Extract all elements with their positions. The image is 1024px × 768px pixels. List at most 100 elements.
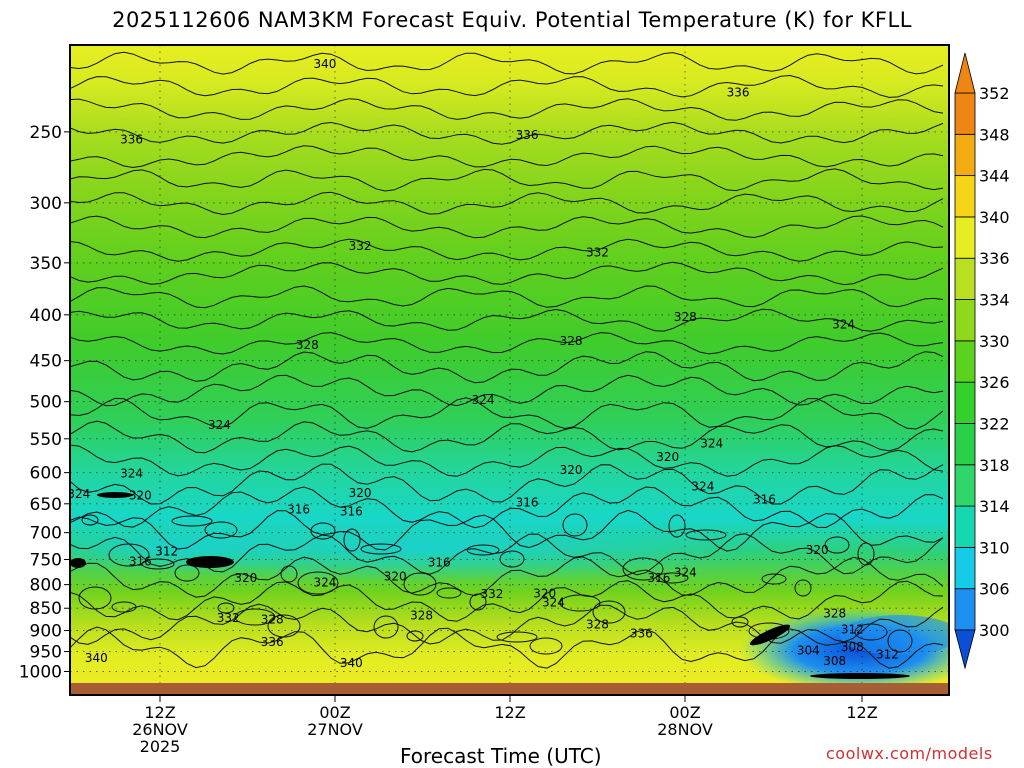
contour-line — [70, 51, 944, 75]
contour-label: 340 — [340, 656, 363, 670]
contour-cell — [436, 587, 462, 599]
contour-cell — [685, 529, 727, 541]
contour-label: 308 — [823, 654, 846, 668]
contour-streak — [97, 492, 133, 498]
contour-label: 324 — [67, 487, 90, 501]
contour-label: 324 — [120, 466, 143, 480]
y-tick-label: 800 — [30, 576, 62, 596]
colorbar-label: 330 — [979, 332, 1010, 351]
y-tick-label: 650 — [30, 495, 62, 515]
y-tick-label: 850 — [30, 599, 62, 619]
contour-label: 336 — [120, 133, 143, 147]
chart-title: 2025112606 NAM3KM Forecast Equiv. Potent… — [112, 8, 912, 32]
colorbar-bin — [954, 175, 976, 218]
contour-line — [70, 444, 944, 477]
y-tick-label: 750 — [30, 551, 62, 571]
colorbar-label: 326 — [979, 373, 1010, 392]
contour-line — [70, 463, 944, 505]
contour-cell — [297, 571, 339, 595]
credit-link[interactable]: coolwx.com/models — [826, 744, 993, 763]
contour-cell — [499, 550, 525, 568]
x-tick-label: 00Z — [319, 703, 350, 722]
contour-line — [70, 261, 944, 286]
colorbar-arrow-low — [954, 629, 976, 670]
contour-label: 324 — [313, 576, 336, 590]
contour-cell — [655, 572, 689, 584]
contour-line — [70, 580, 944, 622]
contour-cell — [529, 637, 563, 655]
cold-pool — [840, 615, 949, 655]
colorbar-label: 314 — [979, 497, 1010, 516]
contour-label: 324 — [832, 317, 855, 331]
contour-line — [70, 420, 944, 454]
colorbar-bin — [954, 588, 976, 631]
contour-label: 316 — [340, 505, 363, 519]
x-tick-label: 00Z — [669, 703, 700, 722]
contour-line — [70, 168, 944, 192]
contour-line — [70, 533, 944, 576]
colorbar-label: 300 — [979, 621, 1010, 640]
colorbar-bin — [954, 216, 976, 259]
contour-label: 336 — [727, 86, 750, 100]
contour-label: 336 — [261, 635, 284, 649]
contour-cell — [267, 614, 301, 638]
x-tick-label: 12Z — [144, 703, 175, 722]
contour-label: 320 — [384, 569, 407, 583]
y-tick-label: 350 — [30, 254, 62, 274]
colorbar-label: 340 — [979, 208, 1010, 227]
colorbar-bin — [954, 464, 976, 507]
contour-cell — [559, 594, 601, 612]
x-tick-label: 2025 — [140, 737, 181, 756]
contour-label: 320 — [560, 463, 583, 477]
colorbar-bin — [954, 92, 976, 135]
colorbar-bin — [954, 340, 976, 383]
contour-line — [70, 238, 944, 262]
y-axis: 2503003504004505005506006507007508008509… — [19, 123, 70, 682]
contour-label: 312 — [876, 647, 899, 661]
contour-line — [70, 191, 944, 216]
y-tick-label: 600 — [30, 464, 62, 484]
contour-line — [70, 215, 944, 239]
contour-label: 336 — [630, 626, 653, 640]
contour-label: 320 — [656, 450, 679, 464]
contour-label: 320 — [806, 543, 829, 557]
contour-cell — [280, 565, 298, 583]
contour-label: 328 — [410, 608, 433, 622]
colorbar-label: 310 — [979, 538, 1010, 557]
contour-cell — [78, 586, 112, 610]
colorbar-label: 336 — [979, 249, 1010, 268]
contour-cell — [761, 573, 787, 585]
contour-line — [70, 308, 944, 332]
contour-label: 328 — [560, 334, 583, 348]
contour-cell — [81, 514, 99, 526]
contour-label: 324 — [472, 393, 495, 407]
colorbar-bin — [954, 381, 976, 424]
y-tick-label: 900 — [30, 621, 62, 641]
colorbar-arrow-high — [954, 52, 976, 94]
contour-cell — [857, 542, 875, 566]
y-tick-label: 450 — [30, 352, 62, 372]
contour-cell — [174, 564, 200, 582]
y-tick-label: 400 — [30, 306, 62, 326]
contour-label: 304 — [797, 644, 820, 658]
contour-cell — [234, 608, 276, 626]
y-tick-label: 250 — [30, 123, 62, 143]
contour-label: 332 — [349, 239, 372, 253]
cyan-layer — [70, 524, 320, 572]
contour-cell — [373, 615, 399, 639]
contour-label: 316 — [428, 556, 451, 570]
contour-cell — [403, 572, 437, 596]
y-tick-label: 950 — [30, 643, 62, 663]
grid-lines — [70, 45, 949, 683]
contour-label: 340 — [85, 651, 108, 665]
contour-line — [70, 98, 944, 121]
y-tick-label: 700 — [30, 524, 62, 544]
colorbar-label: 306 — [979, 580, 1010, 599]
contour-label: 316 — [129, 555, 152, 569]
contour-cell — [731, 616, 749, 628]
contour-line — [70, 486, 944, 529]
colorbar-bin — [954, 423, 976, 466]
